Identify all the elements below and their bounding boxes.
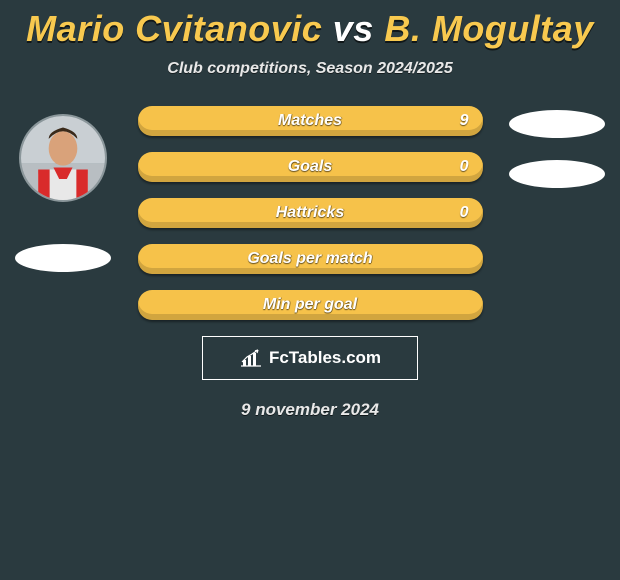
bar-hattricks: Hattricks 0 bbox=[138, 198, 483, 228]
bar-label: Min per goal bbox=[263, 296, 357, 314]
player-right-name: B. Mogultay bbox=[384, 8, 594, 49]
logo-main: Tables bbox=[289, 348, 342, 367]
bar-goals-per-match: Goals per match bbox=[138, 244, 483, 274]
stat-bars: Matches 9 Goals 0 Hattricks 0 Goals per … bbox=[138, 106, 483, 320]
bar-label: Goals per match bbox=[247, 250, 372, 268]
bar-goals: Goals 0 bbox=[138, 152, 483, 182]
comparison-card: Mario Cvitanovic vs B. Mogultay Club com… bbox=[0, 0, 620, 420]
logo-text: FcTables.com bbox=[269, 348, 381, 368]
bar-label: Hattricks bbox=[276, 204, 344, 222]
body-row: Matches 9 Goals 0 Hattricks 0 Goals per … bbox=[0, 106, 620, 320]
bar-min-per-goal: Min per goal bbox=[138, 290, 483, 320]
vs-label: vs bbox=[333, 8, 374, 49]
player-left-avatar bbox=[19, 114, 107, 202]
date: 9 november 2024 bbox=[0, 400, 620, 420]
logo-box: FcTables.com bbox=[202, 336, 418, 380]
player-left-name: Mario Cvitanovic bbox=[26, 8, 322, 49]
title: Mario Cvitanovic vs B. Mogultay bbox=[0, 8, 620, 50]
chart-icon bbox=[239, 348, 263, 368]
subtitle: Club competitions, Season 2024/2025 bbox=[0, 60, 620, 78]
avatar-illustration bbox=[21, 116, 105, 200]
bar-matches: Matches 9 bbox=[138, 106, 483, 136]
bar-value: 9 bbox=[460, 112, 469, 130]
left-oval bbox=[15, 244, 111, 272]
right-oval-2 bbox=[509, 160, 605, 188]
right-side bbox=[502, 106, 612, 188]
logo-prefix: Fc bbox=[269, 348, 289, 367]
left-side bbox=[8, 106, 118, 272]
bar-value: 0 bbox=[460, 158, 469, 176]
right-oval-1 bbox=[509, 110, 605, 138]
bar-label: Goals bbox=[288, 158, 332, 176]
bar-label: Matches bbox=[278, 112, 342, 130]
bar-value: 0 bbox=[460, 204, 469, 222]
logo-suffix: .com bbox=[341, 348, 381, 367]
